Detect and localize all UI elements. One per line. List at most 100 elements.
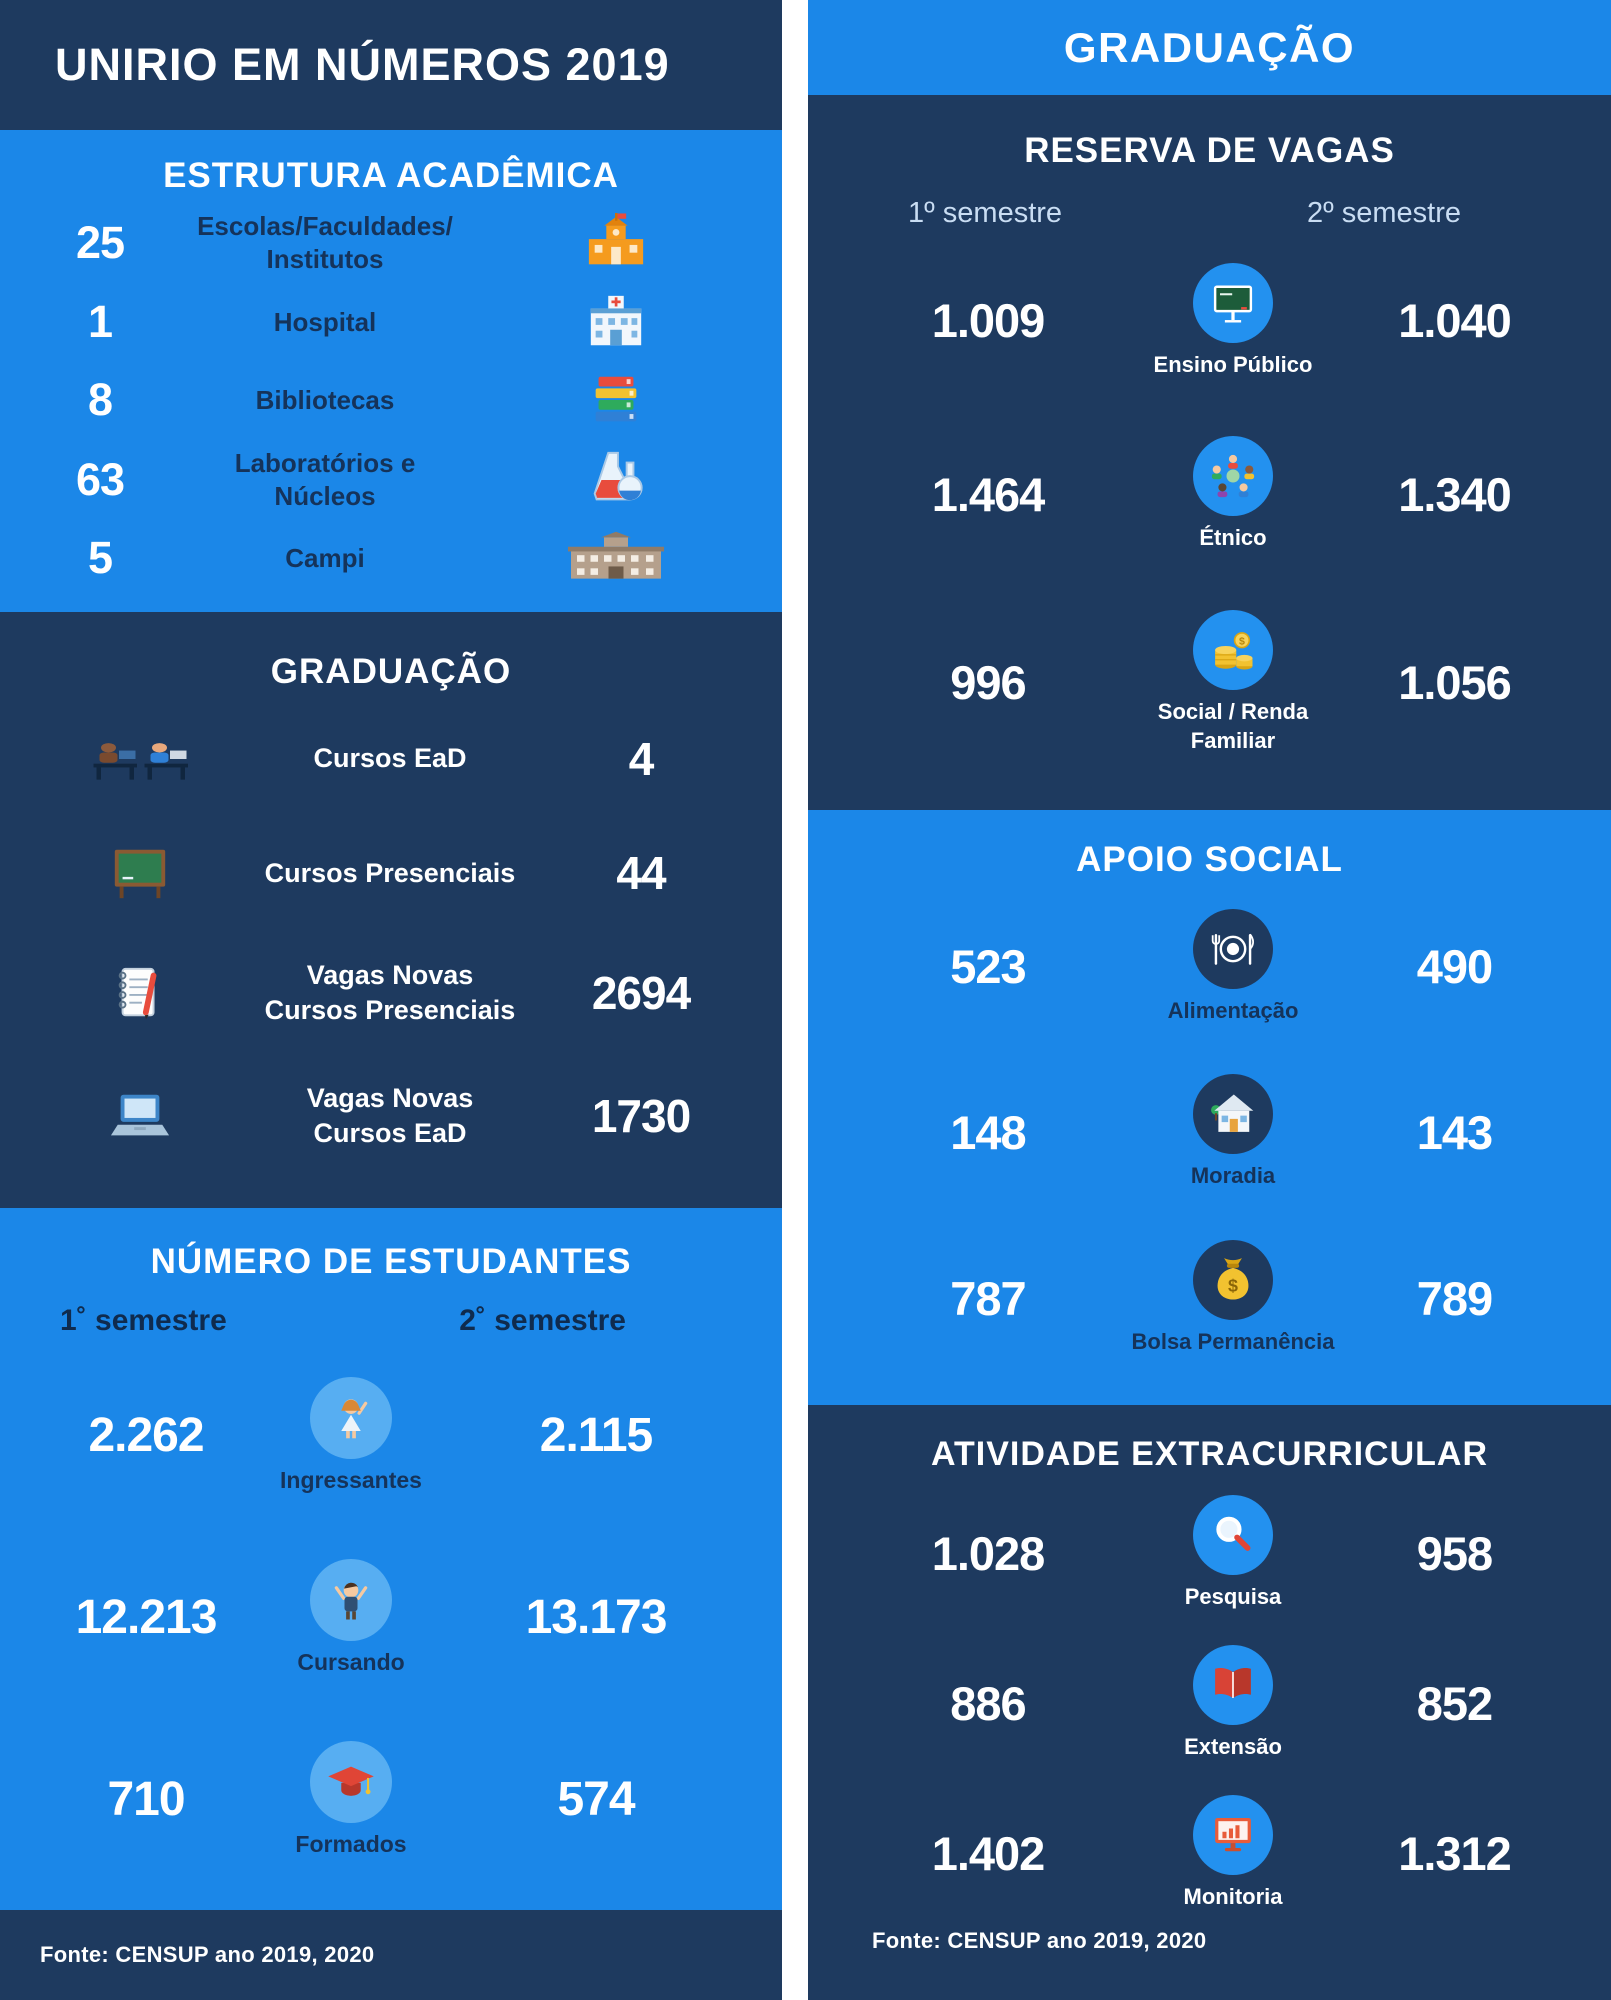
stat-row-extensao: 886 Extensão 852 [848,1644,1571,1762]
sem2-value: 958 [1416,1526,1493,1580]
stat-row-bibliotecas: 8 Bibliotecas [40,369,742,431]
graduacao-rows: Cursos EaD 4 Cursos Presenciais [50,702,732,1178]
svg-text:$: $ [1228,1275,1238,1295]
sem1-value: 1.028 [931,1526,1046,1580]
house-icon [1193,1074,1273,1155]
stat-row-campi: 5 Campi [40,528,742,588]
stat-label: Formados [295,1830,407,1857]
stat-number: 8 [87,374,113,425]
stat-row-monitoria: 1.402 [848,1794,1571,1912]
stat-row-ensino-publico: 1.009 Ensino Público [848,262,1571,380]
estrutura-rows: 25 Escolas/Faculdades/ Institutos [40,202,742,596]
left-footer: Fonte: CENSUP ano 2019, 2020 [0,1910,782,2000]
stat-number: 1 [87,296,113,347]
sem1-value: 2.262 [88,1408,204,1462]
stat-label: Pesquisa [1184,1583,1282,1609]
sem2-label: 2º semestre [1306,197,1461,229]
left-column: UNIRIO EM NÚMEROS 2019 ESTRUTURA ACADÊMI… [0,0,782,2000]
stat-label: Bibliotecas [255,384,395,415]
student-girl-icon [310,1376,392,1459]
right-footer: Fonte: CENSUP ano 2019, 2020 [848,1928,1571,2000]
stat-row-moradia: 148 [848,1074,1571,1191]
graduacao-header: GRADUAÇÃO [808,0,1611,95]
public-school-icon [1193,262,1273,343]
chalkboard-icon [50,842,230,904]
semester-header: 1˚ semestre 2˚ semestre [36,1282,746,1338]
stat-row-cursando: 12.213 [36,1558,746,1676]
stat-row-vagas-ead: Vagas Novas Cursos EaD 1730 [50,1081,732,1151]
source-text: Fonte: CENSUP ano 2019, 2020 [40,1942,375,1967]
sem1-value: 996 [950,656,1026,710]
ethnic-group-icon [1193,436,1273,517]
sem1-value: 148 [950,1105,1026,1159]
sem1-label: 1˚ semestre [60,1304,227,1337]
graduacao-left-title: GRADUAÇÃO [270,652,512,691]
stat-number: 63 [75,453,125,505]
stat-label: Moradia [1190,1163,1276,1189]
sem2-value: 13.173 [525,1590,668,1644]
stat-label: Alimentação [1167,997,1299,1023]
stat-row-formados: 710 Formados 574 [36,1740,746,1858]
sem1-value: 12.213 [75,1590,218,1644]
campus-icon [490,528,742,588]
stat-label: Campi [285,542,365,573]
stat-label: Hospital [273,306,377,337]
stat-row-vagas-presenciais: Vagas Novas Cursos Presenciais 2694 [50,958,732,1028]
stat-label: Extensão [1184,1733,1282,1759]
monitor-icon [1193,1794,1273,1875]
stat-label: Bolsa Permanência [1131,1328,1335,1354]
sem2-label: 2˚ semestre [459,1304,626,1337]
sem2-value: 852 [1416,1676,1493,1730]
page-title: UNIRIO EM NÚMEROS 2019 [55,39,670,90]
stat-label: Vagas Novas Cursos Presenciais [264,959,516,1025]
sem2-value: 143 [1416,1105,1493,1159]
apoio-title: APOIO SOCIAL [1076,840,1343,879]
estrutura-title: ESTRUTURA ACADÊMICA [163,156,619,195]
source-text: Fonte: CENSUP ano 2019, 2020 [872,1928,1207,1953]
notebook-icon [50,962,230,1024]
stat-row-etnico: 1.464 Étnico [848,436,1571,553]
stat-label: Social / Renda Familiar [1157,699,1309,753]
section-atividade-extracurricular: ATIVIDADE EXTRACURRICULAR 1.028 Pesquisa [808,1405,1611,2000]
flasks-icon [490,449,742,511]
sem2-value: 2.115 [539,1408,653,1462]
sem1-value: 1.009 [931,294,1046,348]
stat-row-laboratorios: 63 Laboratórios e Núcleos [40,447,742,512]
sem1-value: 787 [950,1271,1026,1325]
graduation-cap-icon [310,1740,392,1823]
stat-row-ingressantes: 2.262 [36,1376,746,1494]
sem2-value: 1.312 [1398,1826,1512,1880]
student-boy-icon [310,1558,392,1641]
sem1-value: 1.464 [931,468,1046,522]
stat-label: Vagas Novas Cursos EaD [306,1083,474,1149]
stat-number: 1730 [591,1090,691,1143]
stat-number: 25 [75,216,125,268]
stat-label: Ingressantes [280,1466,422,1493]
sem2-value: 574 [557,1772,635,1826]
stat-number: 2694 [591,966,691,1019]
sem2-value: 1.040 [1398,294,1512,348]
coins-icon: $ [1193,610,1273,691]
sem1-value: 886 [950,1676,1026,1730]
right-column: GRADUAÇÃO RESERVA DE VAGAS 1º semestre 2… [808,0,1611,2000]
column-gutter [782,0,808,2000]
section-numero-estudantes: NÚMERO DE ESTUDANTES 1˚ semestre 2˚ seme… [0,1208,782,1910]
stat-number: 44 [616,847,666,900]
school-icon [490,212,742,274]
section-graduacao-left: GRADUAÇÃO [0,612,782,1208]
semester-header: 1º semestre 2º semestre [848,171,1571,230]
section-estrutura-academica: ESTRUTURA ACADÊMICA 25 Escolas/Faculdade… [0,130,782,612]
open-book-icon [1193,1644,1273,1725]
distance-learning-icon [50,729,230,789]
stat-label: Cursos EaD [313,743,467,774]
section-reserva-vagas: RESERVA DE VAGAS 1º semestre 2º semestre… [808,95,1611,810]
books-icon [490,369,742,431]
stat-row-hospital: 1 Hospital [40,291,742,353]
stat-row-escolas: 25 Escolas/Faculdades/ Institutos [40,210,742,275]
stat-row-alimentacao: 523 Alimentação [848,908,1571,1026]
stat-number: 5 [87,532,113,583]
sem1-value: 1.402 [931,1826,1046,1880]
magnifier-icon [1193,1494,1273,1575]
stat-label: Cursos Presenciais [264,857,516,888]
